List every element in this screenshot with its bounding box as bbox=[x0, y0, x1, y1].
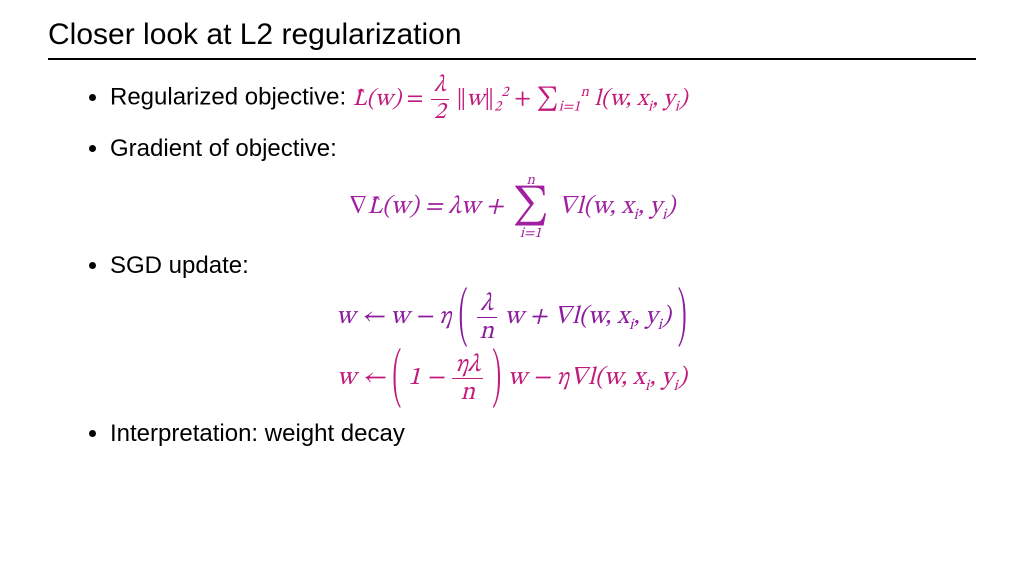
eq-sgd1-display: w ← w − η ( λn w + ∇l(w, xi, yi) ) bbox=[48, 291, 976, 344]
bullet-label: Regularized objective: bbox=[110, 84, 353, 111]
eq-sgd-2: w ← ( 1 − ηλn ) w − η∇l(w, xi, yi) bbox=[337, 365, 687, 390]
eq-gradient-display: ∇L̂(w) = λw + n ∑ i=1 ∇l(w, xi, yi) bbox=[48, 174, 976, 242]
bullet-gradient: Gradient of objective: bbox=[110, 132, 976, 166]
bullet-regularized-objective: Regularized objective: L̂(w) = λ2 ‖w‖22 … bbox=[110, 74, 976, 124]
eq-gradient: ∇L̂(w) = λw + n ∑ i=1 ∇l(w, xi, yi) bbox=[349, 194, 675, 219]
eq-sgd-1: w ← w − η ( λn w + ∇l(w, xi, yi) ) bbox=[336, 304, 687, 329]
eq-sgd2-display: w ← ( 1 − ηλn ) w − η∇l(w, xi, yi) bbox=[48, 352, 976, 405]
bullet-interpretation: Interpretation: weight decay bbox=[110, 417, 976, 451]
bullet-list: Regularized objective: L̂(w) = λ2 ‖w‖22 … bbox=[48, 74, 976, 166]
slide-title: Closer look at L2 regularization bbox=[48, 18, 976, 52]
bullet-list-3: Interpretation: weight decay bbox=[48, 417, 976, 451]
bullet-label: Gradient of objective: bbox=[110, 135, 337, 162]
bullet-label: Interpretation: weight decay bbox=[110, 420, 405, 447]
bullet-sgd: SGD update: bbox=[110, 249, 976, 283]
eq-regularized-objective: L̂(w) = λ2 ‖w‖22 + ∑i=1n l(w, xi, yi) bbox=[353, 87, 688, 111]
bullet-list-2: SGD update: bbox=[48, 249, 976, 283]
bullet-label: SGD update: bbox=[110, 252, 249, 279]
title-rule bbox=[48, 58, 976, 60]
summation-icon: n ∑ i=1 bbox=[513, 174, 549, 242]
slide: Closer look at L2 regularization Regular… bbox=[0, 0, 1024, 451]
